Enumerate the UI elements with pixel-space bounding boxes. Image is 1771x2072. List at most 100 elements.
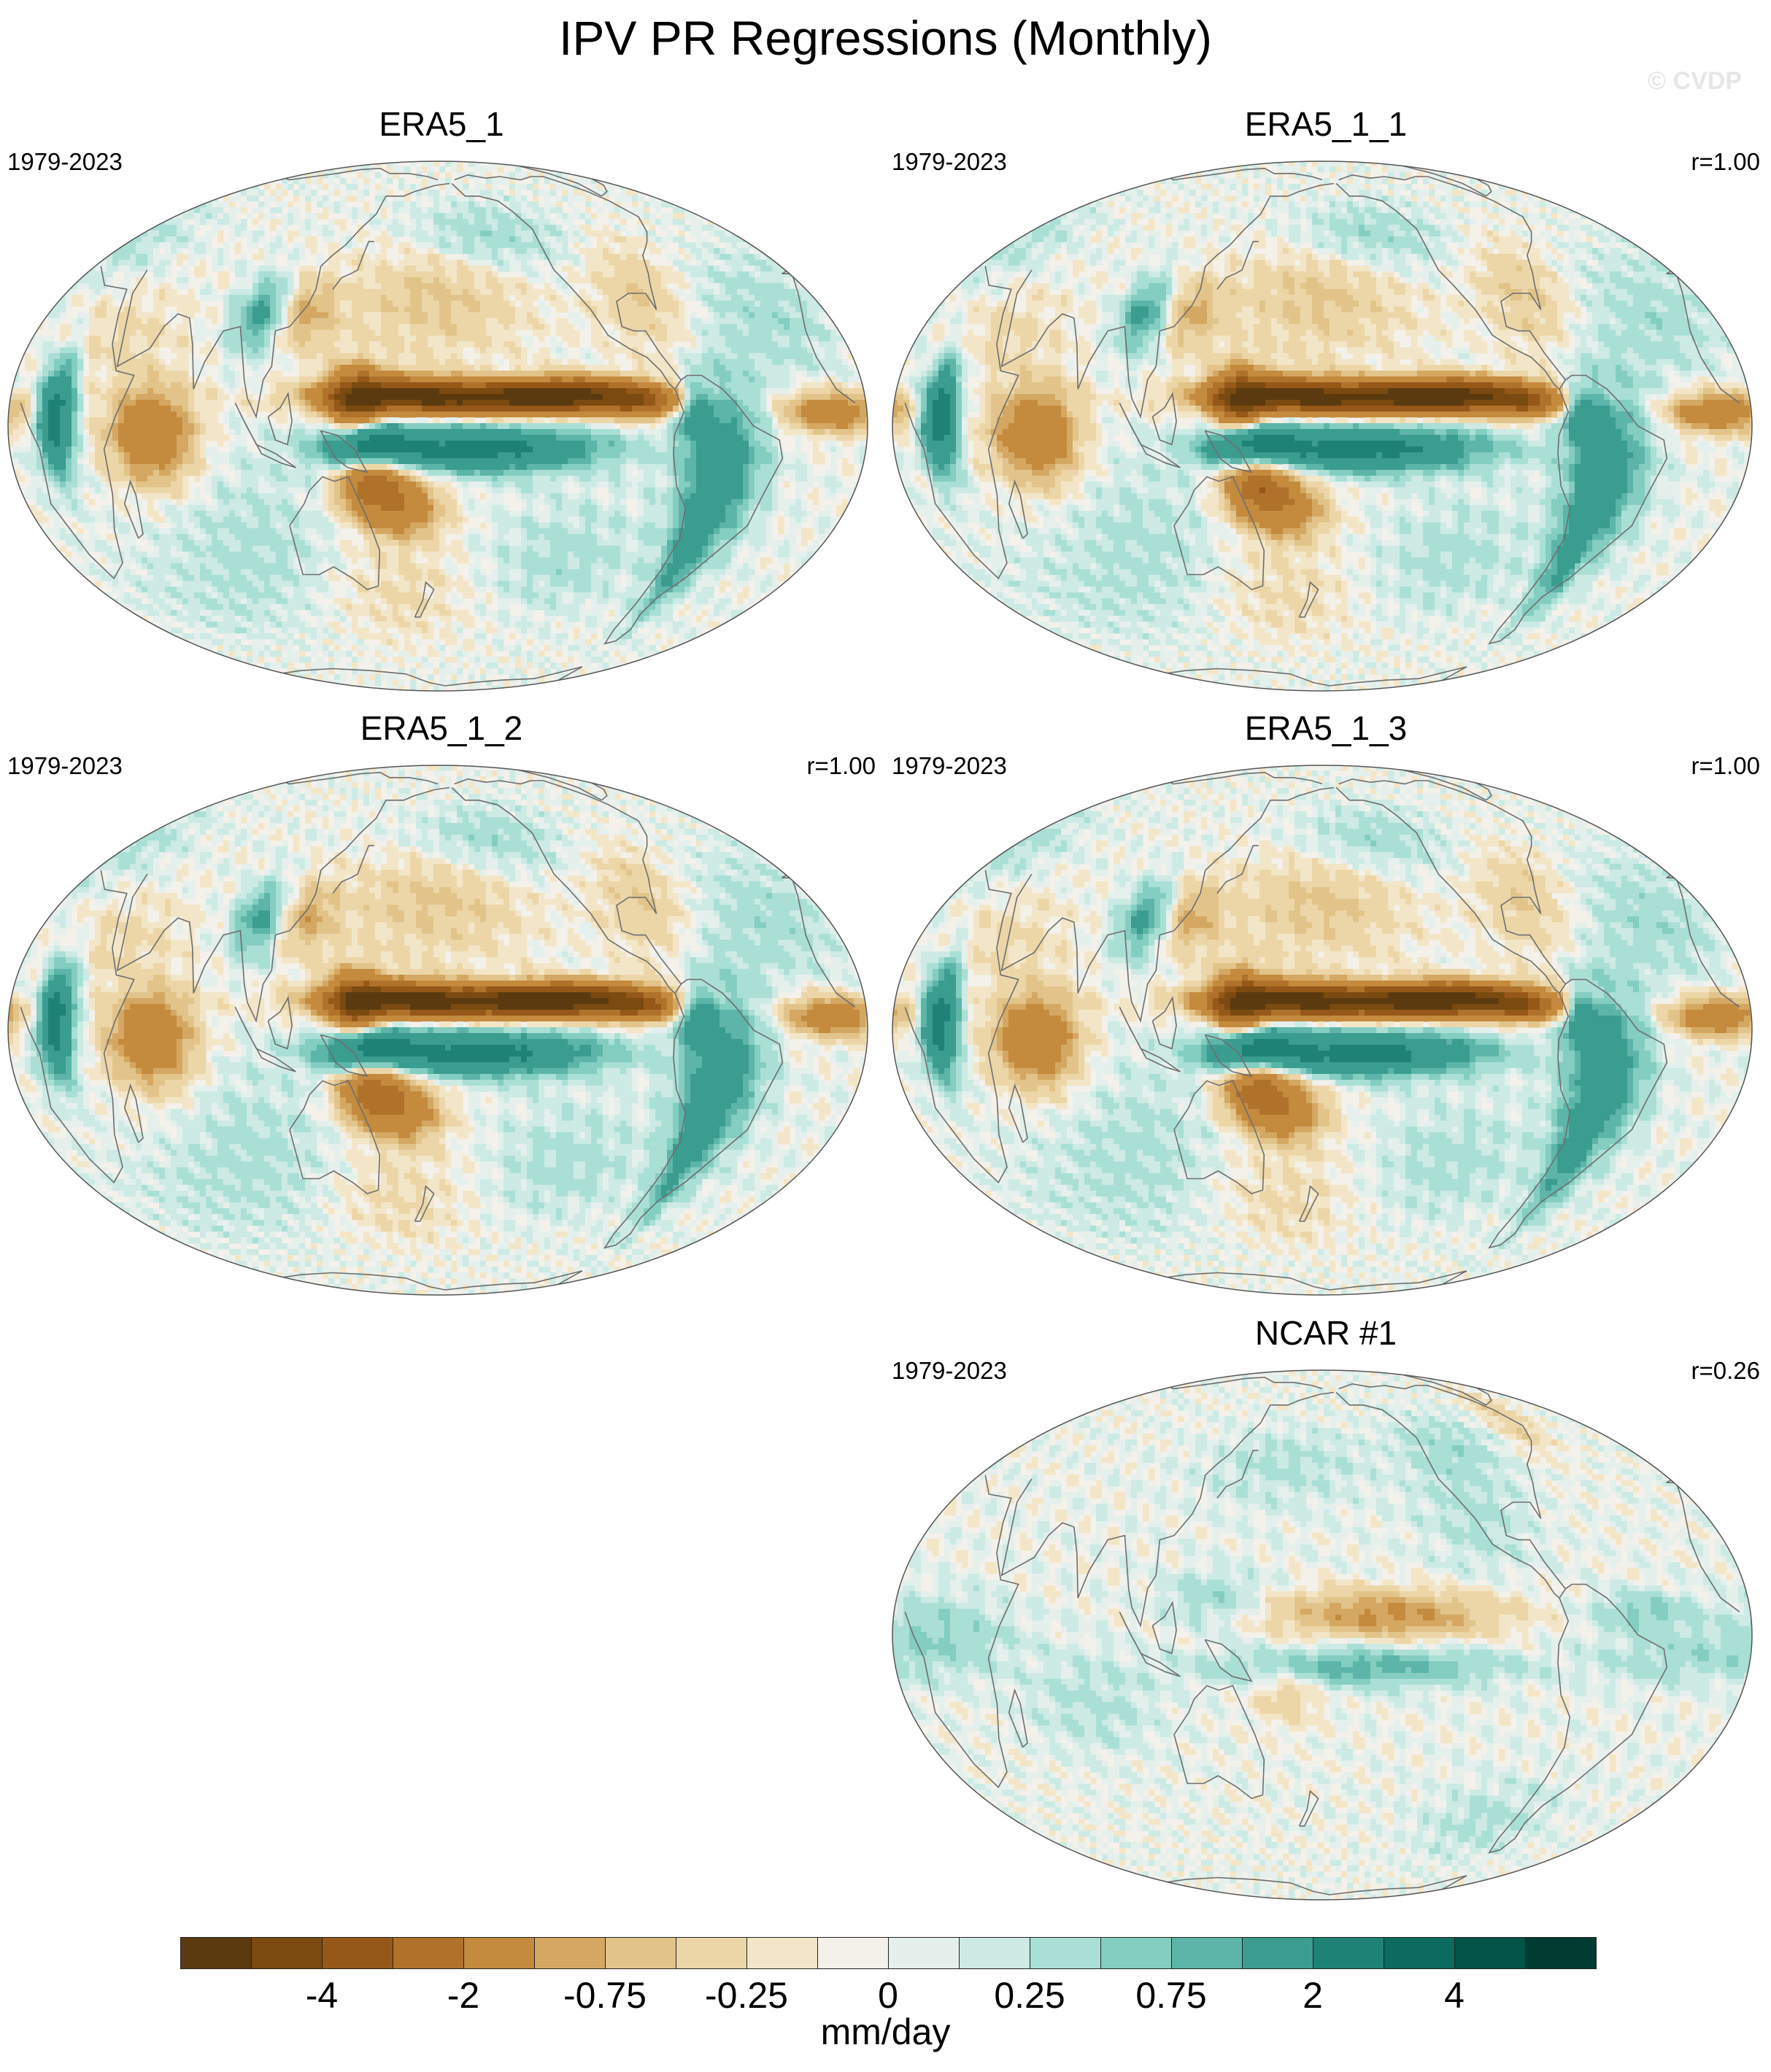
map-panel: ERA5_1_3 1979-2023 r=1.00: [892, 706, 1761, 1296]
map-panel: ERA5_1_2 1979-2023 r=1.00: [7, 706, 876, 1296]
colorbar-swatch: [1384, 1937, 1455, 1969]
cvdp-watermark: © CVDP: [1648, 67, 1742, 96]
coastline: [1000, 182, 1335, 419]
colorbar-swatch: [1242, 1937, 1313, 1969]
coastline: [1338, 174, 1567, 390]
map-border: [892, 765, 1753, 1296]
colorbar-swatch: [1171, 1937, 1243, 1969]
regression-map: [892, 765, 1753, 1296]
coastline: [451, 786, 676, 994]
coastline: [1298, 1790, 1319, 1827]
colorbar-tick-label: 0.75: [1098, 1974, 1244, 2017]
map-border: [7, 765, 868, 1296]
coastline: [116, 786, 450, 1023]
colorbar-swatch: [1454, 1937, 1526, 1969]
coastline: [267, 996, 293, 1050]
colorbar-swatch: [1030, 1937, 1101, 1969]
coastline: [1488, 374, 1668, 645]
colorbar-swatch: [746, 1937, 818, 1969]
coastline: [320, 430, 369, 473]
panel-period: 1979-2023: [892, 147, 1007, 177]
colorbar: [180, 1937, 1597, 1971]
colorbar-tick-label: 0.25: [957, 1974, 1103, 2017]
coastline: [1173, 476, 1265, 590]
coastline: [1136, 1270, 1508, 1291]
coastline: [1151, 1601, 1177, 1655]
coastline: [1298, 581, 1319, 618]
panel-title: ERA5_1_2: [7, 706, 876, 750]
coastline: [1204, 430, 1253, 473]
colorbar-swatch: [322, 1937, 393, 1969]
coastline: [1119, 1611, 1181, 1677]
coastline: [123, 479, 144, 539]
colorbar-swatch: [888, 1937, 960, 1969]
coastline: [1204, 1034, 1253, 1078]
coastline: [451, 182, 676, 390]
panel-correlation: r=1.00: [1691, 147, 1761, 177]
map-panel: ERA5_1 1979-2023: [7, 102, 876, 692]
coastline: [1008, 1688, 1028, 1748]
panel-title: NCAR #1: [892, 1311, 1760, 1355]
coastline: [1216, 845, 1259, 894]
panel-correlation: r=1.00: [1691, 751, 1761, 781]
colorbar-tick-label: -0.25: [674, 1974, 819, 2017]
panel-correlation: r=0.26: [1691, 1356, 1761, 1385]
coastline: [116, 182, 450, 419]
regression-map: [892, 161, 1753, 692]
coastline: [1216, 241, 1259, 290]
panel-period: 1979-2023: [7, 147, 123, 177]
coastline: [289, 1080, 381, 1194]
coastline: [1204, 1639, 1253, 1682]
coastline: [1119, 1006, 1181, 1072]
coastline: [454, 174, 682, 390]
colorbar-swatch: [1525, 1937, 1597, 1969]
colorbar-swatch: [817, 1937, 889, 1969]
map-panel: ERA5_1_1 1979-2023 r=1.00: [892, 102, 1761, 692]
colorbar-tick-label: 0: [815, 1974, 961, 2017]
coastline: [1008, 1083, 1028, 1143]
coastline: [1173, 1080, 1265, 1194]
regression-map: [7, 765, 868, 1296]
coastline: [414, 581, 435, 618]
coastline: [252, 1270, 624, 1291]
regression-map: [7, 161, 868, 692]
colorbar-units: mm/day: [0, 2010, 1771, 2054]
coastline: [1008, 479, 1028, 539]
coastline: [454, 778, 682, 994]
panel-period: 1979-2023: [7, 751, 123, 781]
panel-correlation: r=1.00: [807, 751, 876, 781]
coastline: [234, 1006, 296, 1072]
coastline: [414, 1185, 435, 1222]
coastline: [1335, 1391, 1560, 1599]
coastline: [1136, 1875, 1508, 1895]
map-border: [892, 1369, 1753, 1901]
coastline: [252, 666, 624, 687]
coastline: [289, 476, 381, 590]
coastline: [1151, 996, 1177, 1050]
map-border: [892, 161, 1753, 692]
colorbar-tick-label: -2: [390, 1974, 536, 2017]
coastline: [1335, 182, 1560, 390]
colorbar-tick-label: -4: [249, 1974, 395, 2017]
colorbar-swatch: [463, 1937, 535, 1969]
coastline: [603, 978, 784, 1249]
coastline: [1119, 402, 1181, 468]
coastline: [603, 374, 784, 645]
coastline: [1000, 1391, 1335, 1628]
coastline: [1151, 392, 1177, 446]
panel-period: 1979-2023: [892, 751, 1007, 781]
coastline: [332, 241, 374, 290]
panel-title: ERA5_1_1: [892, 102, 1760, 146]
colorbar-swatch: [180, 1937, 252, 1969]
coastline: [332, 845, 374, 894]
coastline: [1335, 786, 1560, 994]
colorbar-swatch: [1313, 1937, 1384, 1969]
coastline: [1488, 1583, 1668, 1854]
coastline: [123, 1083, 144, 1143]
colorbar-tick-label: 2: [1240, 1974, 1386, 2017]
coastline: [1338, 778, 1567, 994]
coastline: [1488, 978, 1668, 1249]
colorbar-swatch: [393, 1937, 464, 1969]
coastline: [1136, 666, 1508, 687]
coastline: [234, 402, 296, 468]
